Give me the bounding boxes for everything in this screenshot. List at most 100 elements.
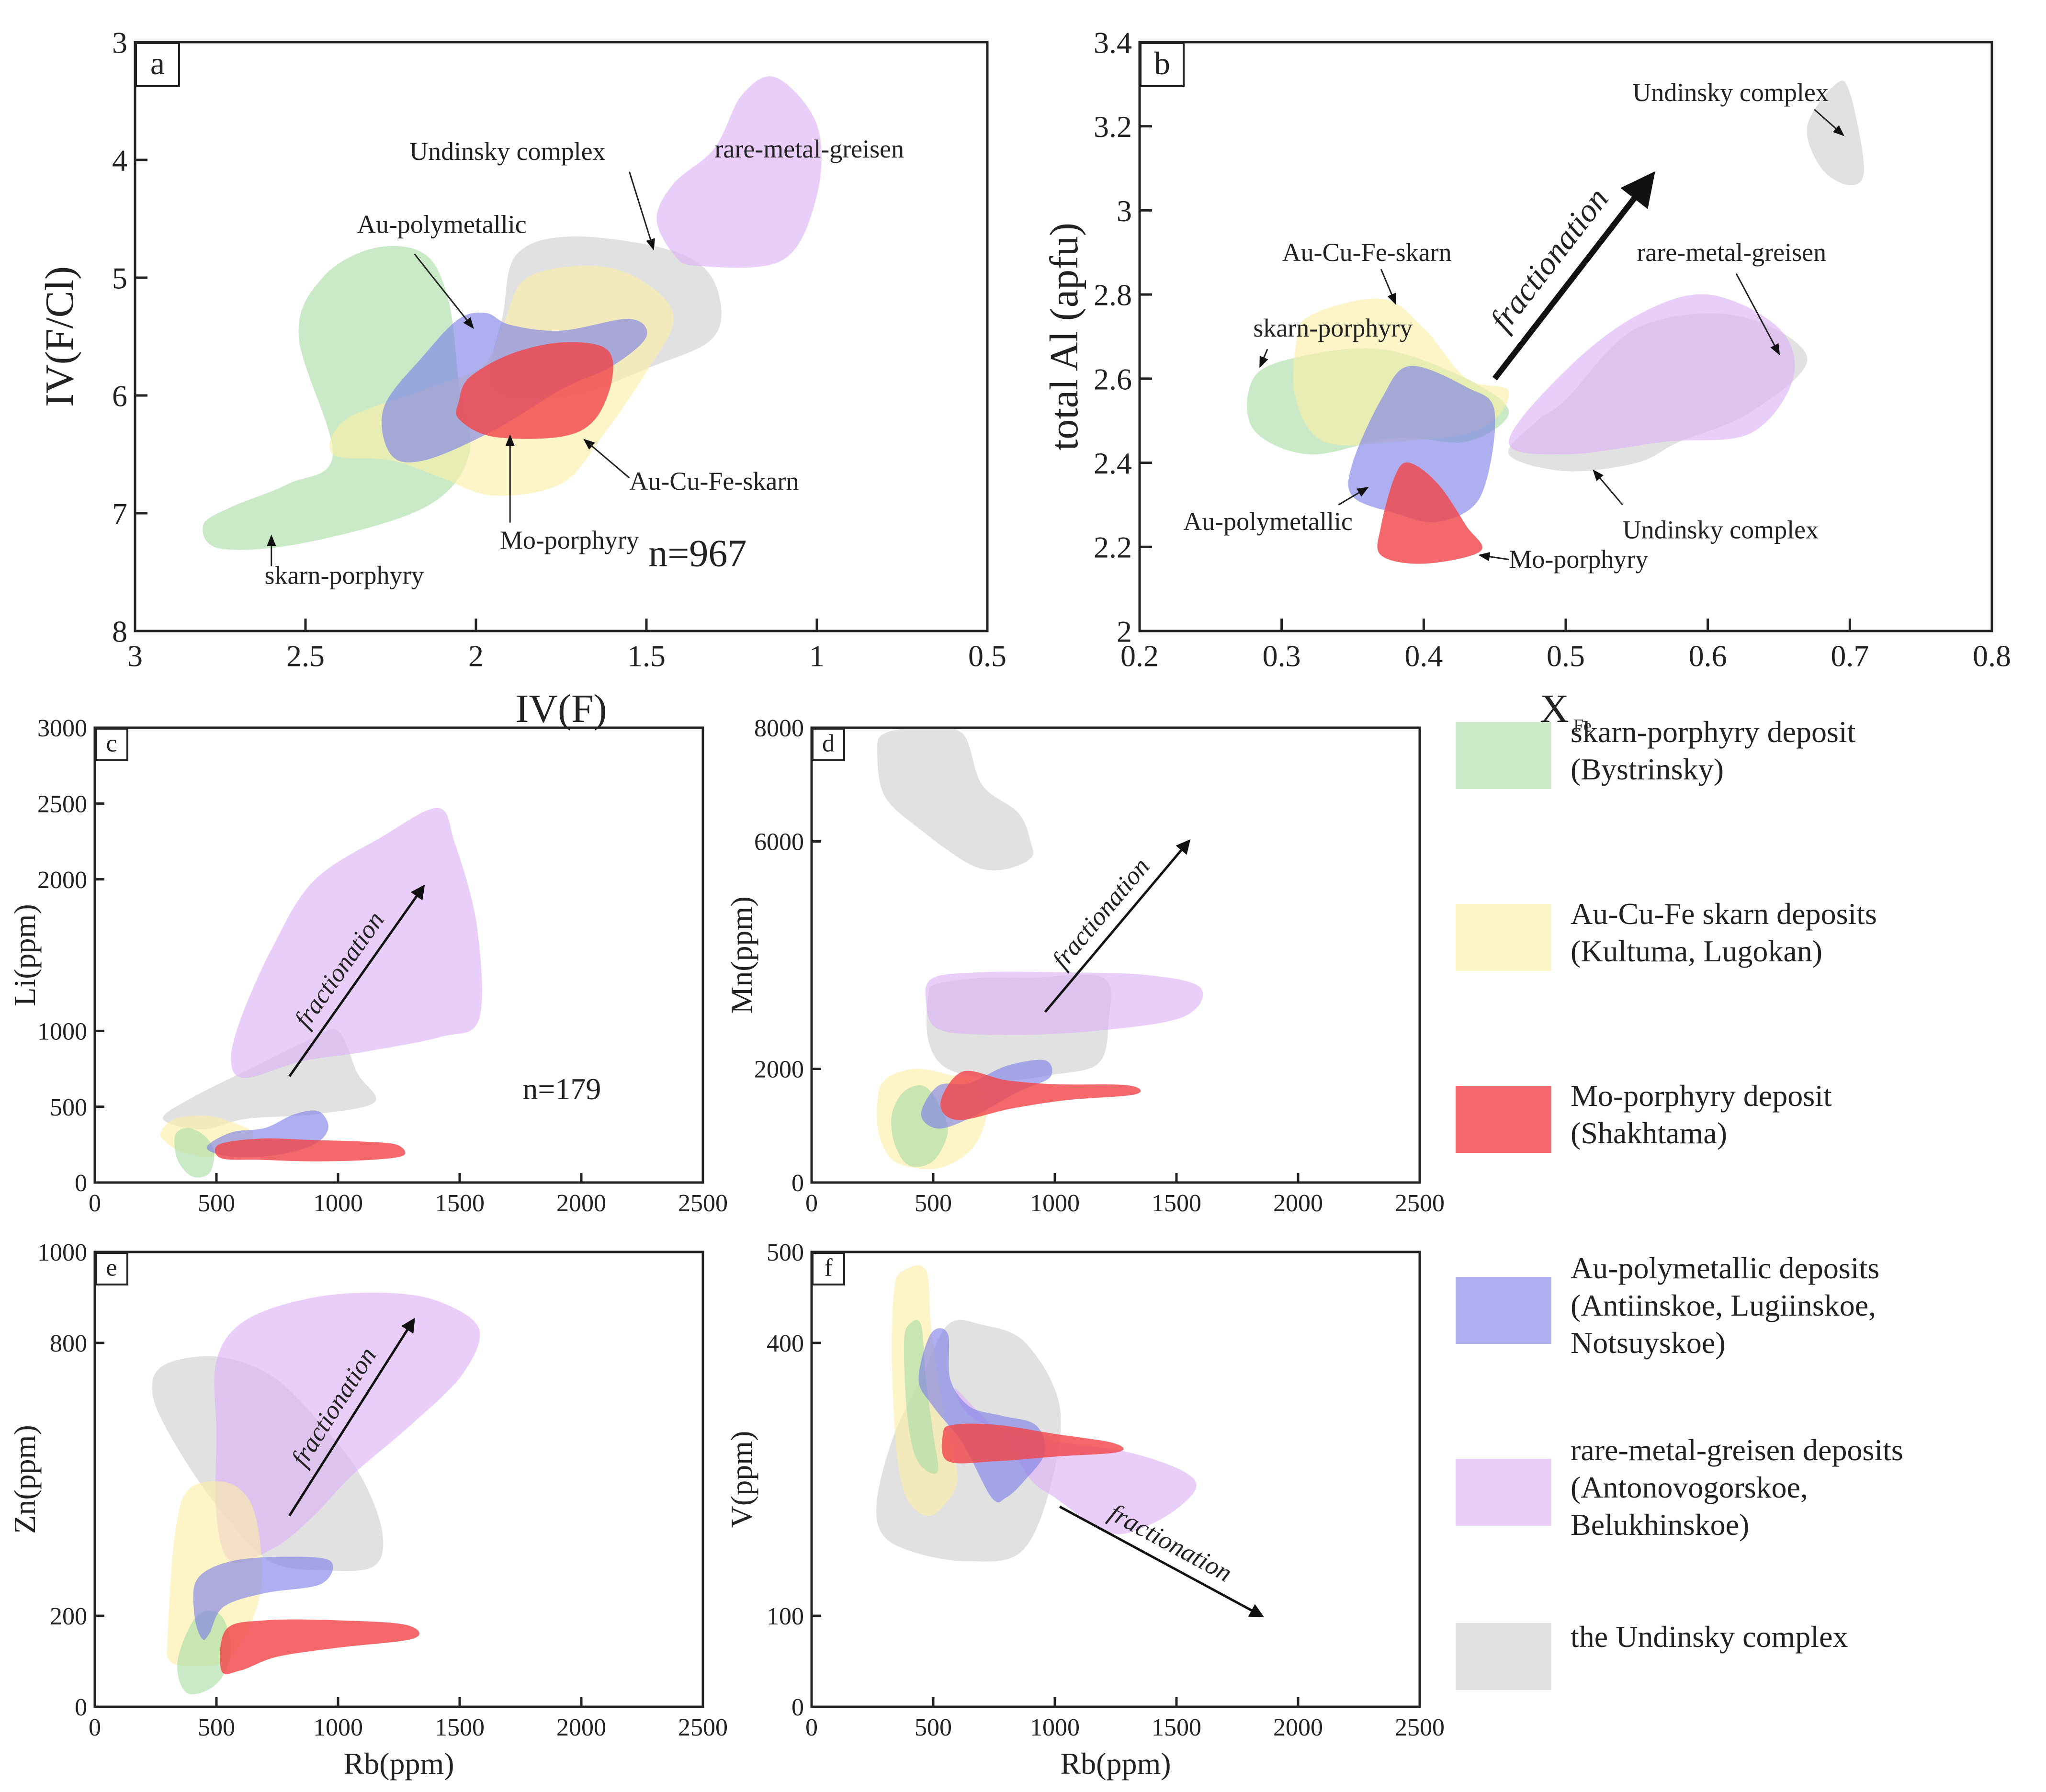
y-tick-label: 3 xyxy=(112,25,127,59)
field-annotation: Mo-porphyry xyxy=(500,526,639,554)
x-tick-label: 500 xyxy=(198,1190,235,1217)
fractionation-arrow xyxy=(1059,1505,1265,1617)
y-axis-label: V(ppm) xyxy=(724,1431,758,1528)
legend-label: (Antonovogorskoe, xyxy=(1571,1470,1808,1504)
x-axis-label: IV(F) xyxy=(515,687,607,731)
panel-label-box xyxy=(812,728,845,761)
panel-label-box xyxy=(95,728,128,761)
field-annotation: Undinsky complex xyxy=(1632,78,1828,107)
legend-label: the Undinsky complex xyxy=(1571,1620,1848,1654)
y-axis-label: Zn(ppm) xyxy=(8,1425,42,1534)
legend-swatch xyxy=(1456,1623,1551,1690)
legend-label: Au-Cu-Fe skarn deposits xyxy=(1571,897,1877,931)
y-tick-label: 2000 xyxy=(37,867,87,894)
fractionation-arrow xyxy=(288,884,425,1077)
legend-label: (Antiinskoe, Lugiinskoe, xyxy=(1571,1288,1876,1322)
annotation-arrow xyxy=(1814,109,1845,136)
y-tick-label: 0 xyxy=(75,1694,87,1721)
x-tick-label: 500 xyxy=(198,1714,235,1741)
field-mo-porphyry xyxy=(456,342,613,439)
field-rare-metal-greisen xyxy=(1509,294,1795,455)
legend-swatch xyxy=(1456,1086,1551,1153)
legend-label: (Kultuma, Lugokan) xyxy=(1571,934,1822,968)
panel-label-box xyxy=(135,42,180,87)
x-tick-label: 0 xyxy=(89,1714,101,1741)
panel-label: d xyxy=(822,730,835,757)
x-tick-label: 500 xyxy=(915,1190,952,1217)
annotation-arrow xyxy=(1338,486,1369,506)
x-tick-label: 0.4 xyxy=(1404,639,1443,673)
y-axis-label: total Al (apfu) xyxy=(1042,223,1086,451)
field-annotation: Au-polymetallic xyxy=(357,210,527,239)
field-skarn-porphyry xyxy=(177,1611,231,1694)
x-tick-label: 0.3 xyxy=(1263,639,1301,673)
panel-c: c 0 500 1000 1500 2000 2500 0 500 1000 2000 2500 300… xyxy=(8,715,728,1217)
y-tick-label: 8000 xyxy=(754,715,804,742)
x-tick-label: 500 xyxy=(915,1714,952,1741)
legend: skarn-porphyry deposit(Bystrinsky) Au-Cu-… xyxy=(1456,715,1903,1690)
x-axis-label: Rb(ppm) xyxy=(1060,1747,1171,1781)
x-tick-label: 1500 xyxy=(1152,1714,1201,1741)
legend-swatch xyxy=(1456,904,1551,971)
y-tick-label: 2.2 xyxy=(1094,530,1132,564)
field-rare-metal-greisen xyxy=(214,1292,480,1563)
y-tick-label: 400 xyxy=(767,1330,804,1357)
x-tick-label: 1500 xyxy=(1152,1190,1201,1217)
field-annotation: Au-polymetallic xyxy=(1183,507,1353,536)
field-skarn-porphyry xyxy=(203,246,471,550)
y-tick-label: 2.8 xyxy=(1094,278,1132,312)
annotation-arrow xyxy=(1259,349,1268,368)
field-mo-porphyry xyxy=(215,1138,406,1161)
panel-a: a3 2.5 2 1.5 1 0.5345678IV(F)IV(F/Cl)n=967Und… xyxy=(37,25,1006,731)
field-annotation: skarn-porphyry xyxy=(1253,314,1413,342)
y-tick-label: 2.6 xyxy=(1094,362,1132,396)
x-tick-label: 0.6 xyxy=(1689,639,1727,673)
y-tick-label: 6000 xyxy=(754,829,804,856)
x-tick-label: 0 xyxy=(805,1714,818,1741)
field-annotation: Au-Cu-Fe-skarn xyxy=(629,467,799,496)
x-tick-label: 1000 xyxy=(313,1714,363,1741)
annotation-arrow xyxy=(583,439,630,479)
plot-frame xyxy=(93,726,704,1184)
x-tick-label: 2500 xyxy=(678,1714,728,1741)
y-tick-label: 2000 xyxy=(754,1056,804,1083)
annotation-arrow xyxy=(1380,269,1396,305)
x-tick-label: 2000 xyxy=(556,1190,606,1217)
y-axis-label: Li(ppm) xyxy=(8,904,42,1006)
y-tick-label: 500 xyxy=(50,1094,87,1121)
panel-d: d 0 500 1000 1500 2000 2500 0 2000 6000 8000 Mn(ppm… xyxy=(724,715,1445,1217)
y-tick-label: 1000 xyxy=(37,1018,87,1046)
x-tick-label: 0.2 xyxy=(1120,639,1159,673)
field-undinsky xyxy=(877,727,1033,870)
x-tick-label: 1 xyxy=(809,639,825,673)
field-annotation: rare-metal-greisen xyxy=(1637,238,1826,267)
x-tick-label: 0.5 xyxy=(968,639,1006,673)
annotation-arrow xyxy=(1735,273,1780,356)
fractionation-arrow xyxy=(288,1318,415,1517)
x-tick-label: 2000 xyxy=(1273,1714,1323,1741)
legend-swatch xyxy=(1456,722,1551,789)
field-rare-metal-greisen xyxy=(954,1388,1197,1534)
fractionation-arrow xyxy=(1044,839,1191,1013)
x-tick-label: 2.5 xyxy=(286,639,325,673)
panel-label-box xyxy=(1140,42,1185,87)
x-tick-label: 1500 xyxy=(435,1714,485,1741)
legend-label: (Bystrinsky) xyxy=(1571,752,1724,786)
legend-swatch xyxy=(1456,1277,1551,1344)
y-tick-label: 2500 xyxy=(37,791,87,818)
field-mo-porphyry xyxy=(941,1423,1124,1464)
field-annotation: Undinsky complex xyxy=(409,137,605,166)
y-tick-label: 5 xyxy=(112,261,127,295)
fractionation-arrow xyxy=(1492,171,1655,381)
plot-frame xyxy=(93,1251,704,1708)
field-au-polymetallic xyxy=(193,1556,333,1640)
panel-label: b xyxy=(1154,45,1170,81)
plot-frame xyxy=(810,1251,1421,1708)
x-tick-label: 0.8 xyxy=(1973,639,2011,673)
field-mo-porphyry xyxy=(220,1619,420,1674)
y-tick-label: 100 xyxy=(767,1603,804,1630)
field-annotation: Au-Cu-Fe-skarn xyxy=(1282,238,1452,267)
y-tick-label: 500 xyxy=(767,1239,804,1266)
x-tick-label: 1000 xyxy=(1030,1714,1080,1741)
y-tick-label: 3.2 xyxy=(1094,110,1132,144)
